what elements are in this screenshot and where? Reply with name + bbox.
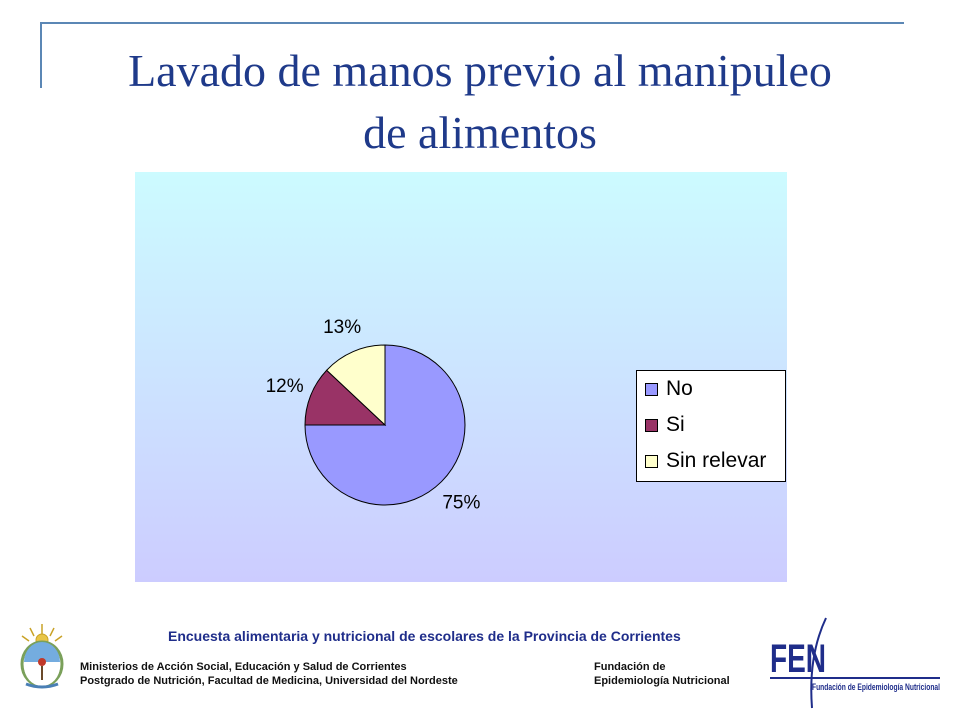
legend-item-sin-relevar: Sin relevar [637, 443, 785, 479]
slide-title: Lavado de manos previo al manipuleo de a… [40, 40, 920, 164]
survey-caption: Encuesta alimentaria y nutricional de es… [168, 628, 681, 644]
frame-top-line [40, 22, 904, 24]
frame-left-line [40, 22, 42, 88]
pie-label-sin-relevar: 13% [323, 317, 361, 338]
fen-caption-line-2: Epidemiología Nutricional [594, 675, 730, 687]
legend-swatch-no [645, 382, 658, 396]
pie-label-no: 75% [442, 492, 480, 513]
legend-label-si: Si [666, 413, 685, 436]
ministries-line-1: Ministerios de Acción Social, Educación … [80, 661, 407, 673]
legend-swatch-si [645, 418, 658, 432]
legend-swatch-sin-relevar [645, 454, 658, 468]
fen-logo-subtext: Fundación de Epidemiología Nutricional [812, 682, 940, 692]
chart-area: 75% 12% 13% No Si Sin relevar [135, 172, 787, 582]
fen-logo-text: FEN [770, 637, 826, 681]
fen-caption-line-1: Fundación de [594, 661, 666, 673]
legend-item-si: Si [637, 407, 785, 443]
title-line-2: de alimentos [363, 107, 597, 158]
ministries-text: Ministerios de Acción Social, Educación … [80, 660, 458, 688]
fen-caption: Fundación de Epidemiología Nutricional [594, 660, 730, 688]
pie-label-si: 12% [266, 376, 304, 397]
pie-slice-si [304, 369, 387, 426]
fen-logo: FEN Fundación de Epidemiología Nutricion… [770, 617, 940, 709]
legend-label-sin-relevar: Sin relevar [666, 449, 767, 472]
pie-slice-sin-relevar [325, 344, 386, 427]
argentina-seal-logo [20, 624, 64, 689]
legend-item-no: No [637, 371, 785, 407]
legend-label-no: No [666, 377, 693, 400]
pie-chart: 75% 12% 13% [266, 317, 481, 513]
ministries-line-2: Postgrado de Nutrición, Facultad de Medi… [80, 675, 458, 687]
title-line-1: Lavado de manos previo al manipuleo [128, 45, 832, 96]
chart-legend: No Si Sin relevar [636, 370, 786, 482]
